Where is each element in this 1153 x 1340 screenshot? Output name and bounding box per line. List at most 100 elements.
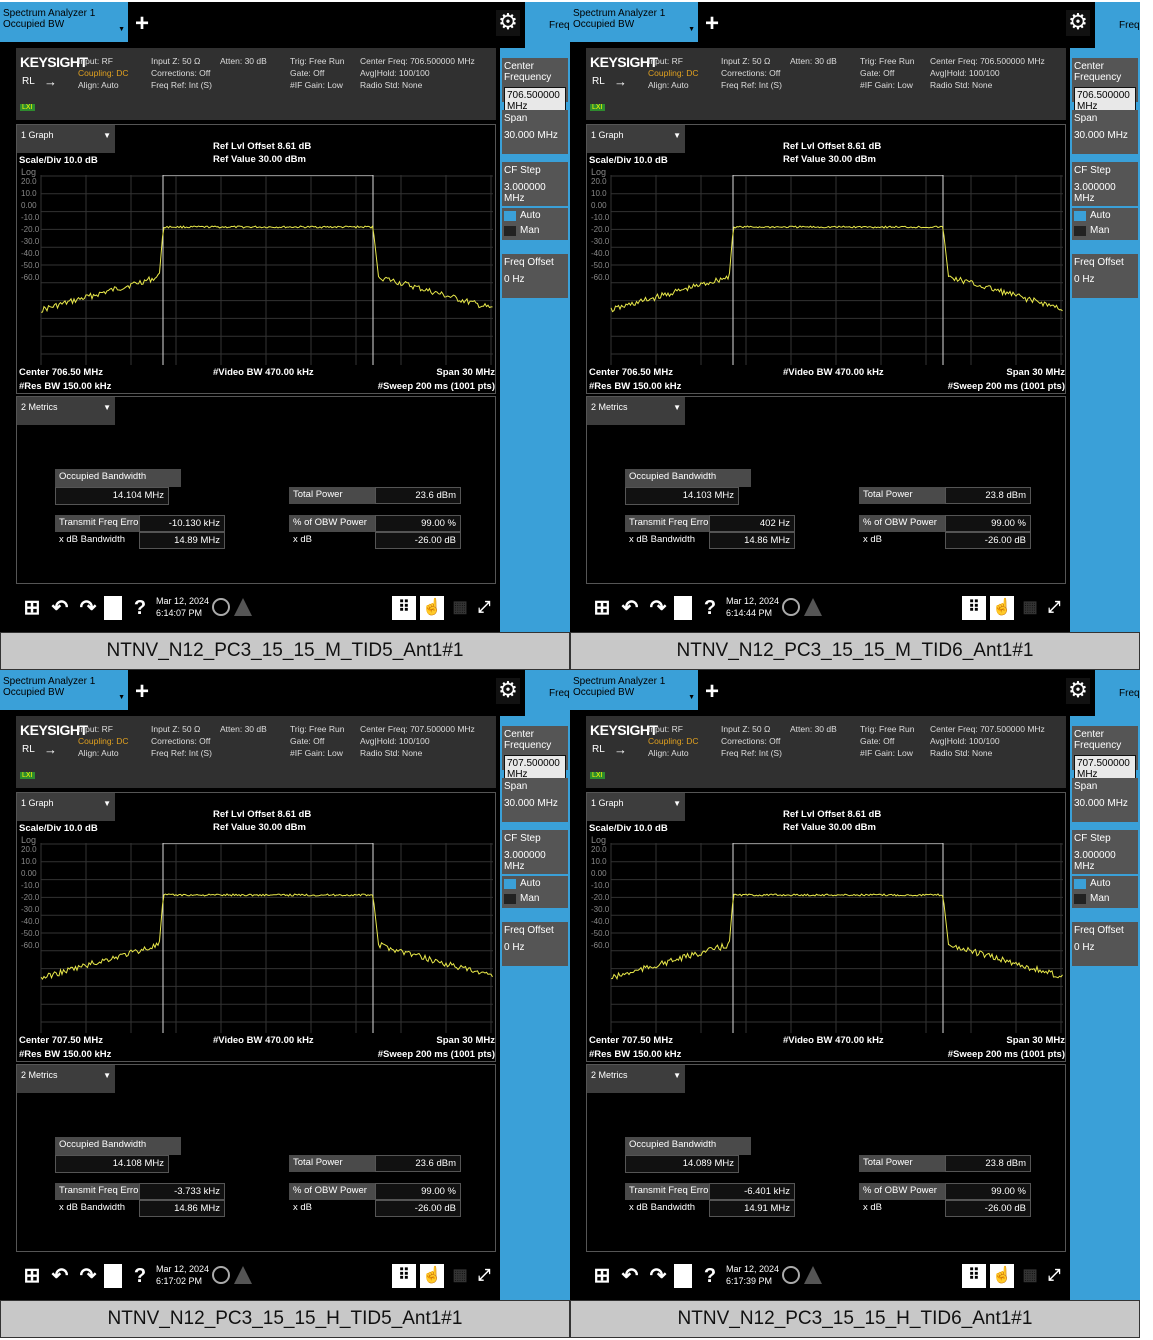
span-control[interactable]: Span 30.000 MHz <box>502 778 568 822</box>
windows-icon[interactable]: ⊞ <box>23 1265 41 1287</box>
sweep-label: #Sweep 200 ms (1001 pts) <box>947 1049 1065 1060</box>
full-screen-icon[interactable]: ⤢ <box>477 599 491 616</box>
help-icon[interactable]: ? <box>703 597 717 619</box>
chevron-down-icon: ▼ <box>673 403 681 412</box>
multi-window-icon[interactable]: ▦ <box>1022 1267 1038 1284</box>
windows-icon[interactable]: ⊞ <box>593 597 611 619</box>
add-screen-button[interactable]: + <box>134 10 149 37</box>
center-frequency-control[interactable]: Center Frequency 707.500000 MHz <box>1072 726 1138 783</box>
auto-man-toggle[interactable]: Auto Man <box>502 876 568 908</box>
metrics-selector[interactable]: 2 Metrics ▼ <box>587 1065 685 1093</box>
gear-icon[interactable]: ⚙ <box>1066 678 1090 704</box>
tab-subtitle: Occupied BW <box>3 687 65 698</box>
frequency-tab[interactable]: Frequency <box>525 670 570 716</box>
measurement-tab[interactable]: Spectrum Analyzer 1 Occupied BW ▼ <box>0 670 128 710</box>
multi-window-icon[interactable]: ▦ <box>1022 599 1038 616</box>
center-frequency-control[interactable]: Center Frequency 707.500000 MHz <box>502 726 568 783</box>
occupied-bandwidth-label: Occupied Bandwidth <box>55 469 181 487</box>
span-control[interactable]: Span 30.000 MHz <box>1072 778 1138 822</box>
freq-settings: Center Freq: 707.500000 MHz Avg|Hold: 10… <box>360 723 475 759</box>
measurement-tab[interactable]: Spectrum Analyzer 1 Occupied BW ▼ <box>0 2 128 42</box>
full-screen-icon[interactable]: ⤢ <box>477 1267 491 1284</box>
gear-icon[interactable]: ⚙ <box>496 10 520 36</box>
input-z-text: Input Z: 50 Ω <box>721 56 771 66</box>
keypad-icon[interactable]: ⠿ <box>962 596 986 620</box>
frequency-tab[interactable]: Frequency <box>1095 670 1140 716</box>
frequency-tab[interactable]: Frequency <box>1095 2 1140 48</box>
file-icon[interactable] <box>674 596 692 620</box>
keypad-icon[interactable]: ⠿ <box>392 596 416 620</box>
span-control[interactable]: Span 30.000 MHz <box>1072 110 1138 154</box>
freq-offset-control[interactable]: Freq Offset 0 Hz <box>1072 254 1138 298</box>
graph-selector[interactable]: 1 Graph ▼ <box>587 793 685 821</box>
full-screen-icon[interactable]: ⤢ <box>1047 599 1061 616</box>
settings-bar: KEYSIGHT RL → LXI Input: RF Coupling: DC… <box>586 716 1066 788</box>
center-frequency-control[interactable]: Center Frequency 706.500000 MHz <box>502 58 568 115</box>
auto-man-toggle[interactable]: Auto Man <box>502 208 568 240</box>
touch-icon[interactable]: ☝ <box>420 596 444 620</box>
total-power-label: Total Power <box>859 1155 945 1172</box>
metrics-selector[interactable]: 2 Metrics ▼ <box>587 397 685 425</box>
full-screen-icon[interactable]: ⤢ <box>1047 1267 1061 1284</box>
align-text: Align: Auto <box>648 748 689 758</box>
cf-step-control[interactable]: CF Step 3.000000 MHz <box>1072 162 1138 206</box>
cf-step-control[interactable]: CF Step 3.000000 MHz <box>502 830 568 874</box>
measurement-tab[interactable]: Spectrum Analyzer 1 Occupied BW ▼ <box>570 2 698 42</box>
redo-icon[interactable]: ↷ <box>649 597 667 619</box>
undo-icon[interactable]: ↶ <box>51 597 69 619</box>
center-frequency-control[interactable]: Center Frequency 706.500000 MHz <box>1072 58 1138 115</box>
freq-offset-control[interactable]: Freq Offset 0 Hz <box>1072 922 1138 966</box>
gear-icon[interactable]: ⚙ <box>1066 10 1090 36</box>
radio-std-text: Radio Std: None <box>360 748 423 758</box>
metrics-selector[interactable]: 2 Metrics ▼ <box>17 1065 115 1093</box>
redo-icon[interactable]: ↷ <box>79 1265 97 1287</box>
help-icon[interactable]: ? <box>703 1265 717 1287</box>
coupling-text: Coupling: DC <box>78 68 129 78</box>
auto-man-toggle[interactable]: Auto Man <box>1072 208 1138 240</box>
graph-selector[interactable]: 1 Graph ▼ <box>587 125 685 153</box>
cf-step-control[interactable]: CF Step 3.000000 MHz <box>502 162 568 206</box>
add-screen-button[interactable]: + <box>134 678 149 705</box>
graph-selector[interactable]: 1 Graph ▼ <box>17 125 115 153</box>
add-screen-button[interactable]: + <box>704 10 719 37</box>
touch-icon[interactable]: ☝ <box>420 1264 444 1288</box>
metrics-selector[interactable]: 2 Metrics ▼ <box>17 397 115 425</box>
windows-icon[interactable]: ⊞ <box>23 597 41 619</box>
freq-offset-control[interactable]: Freq Offset 0 Hz <box>502 254 568 298</box>
undo-icon[interactable]: ↶ <box>51 1265 69 1287</box>
auto-man-toggle[interactable]: Auto Man <box>1072 876 1138 908</box>
y-tick-label: -20.0 <box>21 225 40 234</box>
undo-icon[interactable]: ↶ <box>621 1265 639 1287</box>
help-icon[interactable]: ? <box>133 1265 147 1287</box>
keypad-icon[interactable]: ⠿ <box>962 1264 986 1288</box>
span-control[interactable]: Span 30.000 MHz <box>502 110 568 154</box>
radio-std-text: Radio Std: None <box>930 748 993 758</box>
file-icon[interactable] <box>674 1264 692 1288</box>
keypad-icon[interactable]: ⠿ <box>392 1264 416 1288</box>
graph-selector[interactable]: 1 Graph ▼ <box>17 793 115 821</box>
xdb-label: x dB <box>863 534 883 545</box>
help-icon[interactable]: ? <box>133 597 147 619</box>
file-icon[interactable] <box>104 1264 122 1288</box>
freq-offset-control[interactable]: Freq Offset 0 Hz <box>502 922 568 966</box>
multi-window-icon[interactable]: ▦ <box>452 599 468 616</box>
align-text: Align: Auto <box>78 80 119 90</box>
gear-icon[interactable]: ⚙ <box>496 678 520 704</box>
multi-window-icon[interactable]: ▦ <box>452 1267 468 1284</box>
y-tick-label: 20.0 <box>591 845 607 854</box>
touch-icon[interactable]: ☝ <box>990 596 1014 620</box>
redo-icon[interactable]: ↷ <box>79 597 97 619</box>
add-screen-button[interactable]: + <box>704 678 719 705</box>
redo-icon[interactable]: ↷ <box>649 1265 667 1287</box>
measurement-tab[interactable]: Spectrum Analyzer 1 Occupied BW ▼ <box>570 670 698 710</box>
sweep-label: #Sweep 200 ms (1001 pts) <box>377 1049 495 1060</box>
file-icon[interactable] <box>104 596 122 620</box>
windows-icon[interactable]: ⊞ <box>593 1265 611 1287</box>
left-strip <box>570 42 586 632</box>
undo-icon[interactable]: ↶ <box>621 597 639 619</box>
touch-icon[interactable]: ☝ <box>990 1264 1014 1288</box>
cf-step-control[interactable]: CF Step 3.000000 MHz <box>1072 830 1138 874</box>
rl-label: RL <box>592 76 605 87</box>
xdb-bandwidth-label: x dB Bandwidth <box>629 534 696 545</box>
frequency-tab[interactable]: Frequency <box>525 2 570 48</box>
